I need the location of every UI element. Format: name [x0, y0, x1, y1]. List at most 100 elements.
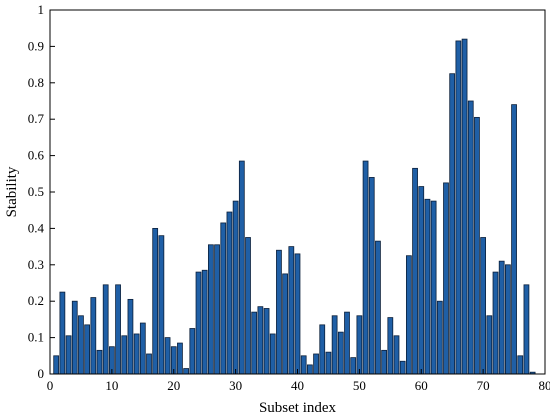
y-axis: 0 0.1 0.2 0.3 0.4 0.5 0.6 0.7 0.8 0.9 1	[28, 2, 55, 381]
bar-60	[418, 186, 425, 375]
bar-67	[461, 38, 468, 375]
y-tick-label: 0.8	[28, 75, 44, 90]
bar-12	[121, 335, 128, 375]
bar-47	[337, 331, 344, 375]
bar-4	[71, 300, 78, 375]
bar-76	[517, 355, 524, 375]
bar-41	[300, 355, 307, 375]
bar-57	[399, 360, 406, 375]
bar-77	[523, 284, 530, 375]
x-axis: 0 10 20 30 40 50 60 70 80	[47, 369, 550, 393]
bar-35	[263, 308, 270, 375]
bar-14	[133, 333, 140, 375]
bar-62	[430, 200, 437, 375]
bar-37	[276, 249, 282, 375]
bar-51	[362, 160, 369, 375]
bar-31	[238, 160, 245, 375]
bar-34	[257, 306, 264, 375]
bar-73	[498, 260, 505, 375]
bar-33	[251, 311, 258, 375]
bar-68	[467, 100, 474, 375]
y-tick-label: 1	[38, 2, 45, 17]
bar-25	[201, 269, 208, 375]
x-tick-label: 70	[477, 378, 490, 393]
bar-13	[127, 298, 134, 375]
x-axis-label: Subset index	[259, 400, 337, 416]
bar-36	[269, 333, 276, 375]
bar-50	[356, 315, 363, 375]
x-tick-label: 50	[353, 378, 366, 393]
bar-19	[164, 337, 171, 375]
bar-75	[511, 104, 517, 375]
bar-58	[405, 255, 412, 375]
y-axis-label: Stability	[4, 166, 20, 217]
bar-40	[294, 253, 301, 375]
bar-48	[344, 311, 350, 375]
bar-7	[90, 297, 97, 375]
bar-22	[183, 368, 189, 375]
bar-29	[226, 211, 233, 375]
x-tick-label: 30	[229, 378, 242, 393]
x-tick-label: 0	[47, 378, 54, 393]
bar-71	[486, 315, 493, 375]
bar-59	[412, 167, 418, 375]
bar-11	[115, 284, 121, 375]
bar-66	[455, 40, 462, 375]
bar-55	[387, 317, 394, 375]
bar-74	[504, 264, 511, 375]
bar-44	[319, 324, 326, 375]
y-tick-label: 0.6	[28, 148, 45, 163]
bar-64	[443, 182, 449, 375]
bar-1	[53, 355, 60, 375]
bar-26	[207, 244, 214, 375]
bar-3	[65, 335, 72, 375]
bar-9	[102, 284, 109, 375]
bar-69	[474, 116, 480, 375]
bar-61	[424, 198, 431, 375]
bar-2	[59, 291, 66, 375]
y-tick-label: 0	[38, 366, 45, 381]
bar-15	[139, 322, 146, 375]
x-tick-label: 80	[539, 378, 550, 393]
bar-63	[436, 300, 443, 375]
x-tick-label: 20	[167, 378, 180, 393]
x-tick-label: 40	[291, 378, 304, 393]
bar-54	[381, 349, 387, 375]
bar-42	[306, 364, 313, 375]
y-tick-label: 0.9	[28, 38, 44, 53]
bar-43	[313, 353, 319, 375]
bar-8	[96, 349, 103, 375]
bar-23	[189, 328, 196, 375]
bar-38	[282, 273, 288, 375]
bar-30	[232, 200, 239, 375]
bar-24	[195, 271, 202, 375]
bar-27	[214, 244, 220, 375]
bar-56	[393, 335, 400, 375]
bar-18	[158, 235, 165, 375]
bar-52	[368, 177, 375, 375]
bar-72	[492, 271, 499, 375]
bar-16	[146, 353, 152, 375]
bar-39	[288, 246, 295, 375]
bar-5	[78, 315, 84, 375]
x-tick-label: 60	[415, 378, 428, 393]
bar-28	[220, 222, 227, 375]
bar-53	[375, 240, 381, 375]
bar-65	[449, 73, 456, 375]
y-tick-label: 0.1	[28, 330, 44, 345]
bar-17	[152, 227, 159, 375]
bar-32	[245, 237, 251, 375]
y-tick-label: 0.3	[28, 257, 44, 272]
bar-6	[84, 324, 91, 375]
y-tick-label: 0.7	[28, 111, 45, 126]
y-tick-label: 0.4	[28, 220, 45, 235]
bars-group	[53, 38, 536, 375]
bar-21	[177, 342, 183, 375]
bar-46	[331, 315, 338, 375]
bar-49	[350, 357, 357, 375]
x-tick-label: 10	[105, 378, 118, 393]
bar-45	[325, 351, 332, 375]
y-tick-label: 0.5	[28, 184, 44, 199]
y-tick-label: 0.2	[28, 293, 44, 308]
